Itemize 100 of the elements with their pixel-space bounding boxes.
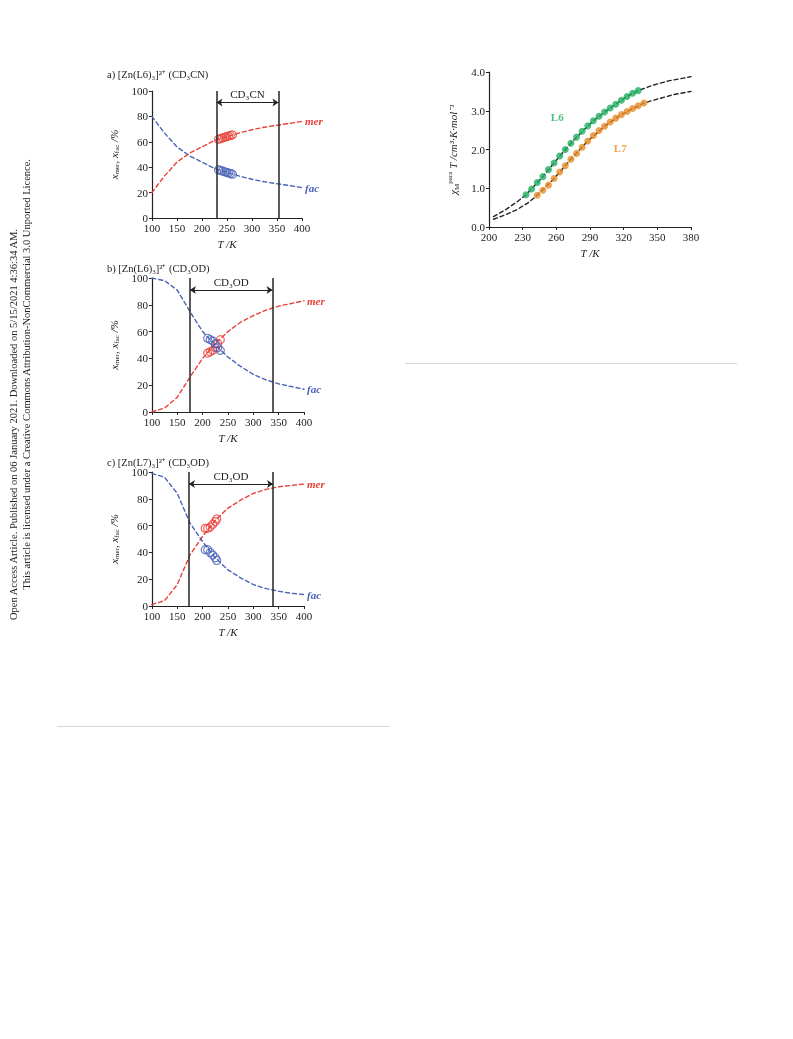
- y-tick-label: 100: [131, 85, 149, 97]
- x-tick-label: 200: [480, 230, 498, 243]
- text: This article is licensed under a Creative Commons Attribution-NonCommercial 3.0 Unported Licence.: [21, 159, 32, 590]
- point: [595, 112, 603, 120]
- series-label: L7: [613, 141, 628, 154]
- y-tick-label: 0: [142, 212, 149, 224]
- series-label: L6: [550, 111, 565, 124]
- point: [612, 100, 620, 108]
- y-tick-label: 80: [136, 110, 149, 123]
- y-tick-label: 0.0: [471, 221, 486, 233]
- y-tick-label: 0: [142, 600, 149, 612]
- point: [556, 152, 564, 160]
- x-tick-label: 350: [270, 609, 288, 622]
- y-tick-label: 60: [136, 135, 149, 148]
- point: [578, 127, 586, 135]
- point: [584, 137, 592, 145]
- y-tick-label: 60: [136, 519, 149, 532]
- point: [561, 162, 569, 170]
- point: [573, 133, 581, 141]
- point: [606, 104, 614, 112]
- point: [567, 155, 575, 163]
- x-tick-label: 290: [581, 230, 599, 243]
- series-label: fac: [307, 383, 322, 396]
- point: [601, 108, 609, 116]
- y-tick-label: 20: [136, 379, 149, 392]
- point: [606, 118, 614, 126]
- point: [629, 104, 637, 112]
- x-tick-label: 250: [219, 609, 237, 622]
- x-tick-label: 350: [268, 221, 286, 234]
- x-tick-label: 150: [168, 221, 186, 234]
- point: [589, 132, 597, 140]
- point: [522, 191, 530, 199]
- x-axis-title: T /K: [218, 431, 239, 444]
- y-tick-label: 60: [136, 325, 149, 338]
- y-tick-label: 4.0: [471, 66, 486, 78]
- point: [215, 335, 225, 345]
- series-label: mer: [305, 115, 324, 128]
- x-tick-label: 300: [245, 415, 263, 428]
- x-tick-label: 400: [295, 415, 313, 428]
- point: [533, 191, 541, 199]
- point: [623, 92, 631, 100]
- y-tick-label: 40: [136, 352, 149, 365]
- annotation: CD₃OD: [213, 275, 249, 288]
- x-tick-label: 400: [293, 221, 311, 234]
- point: [556, 168, 564, 176]
- point: [539, 186, 547, 194]
- y-tick-label: 40: [136, 546, 149, 559]
- text: Open Access Article. Published on 06 January 2021. Downloaded on 5/15/2021 4:36:34 AM.: [8, 228, 19, 620]
- point: [629, 89, 637, 97]
- point: [584, 122, 592, 130]
- point: [589, 117, 597, 125]
- x-tick-label: 320: [615, 230, 633, 243]
- point: [634, 87, 642, 95]
- x-tick-label: 300: [245, 609, 263, 622]
- x-tick-label: 230: [514, 230, 532, 243]
- point: [612, 114, 620, 122]
- x-tick-label: 150: [169, 415, 186, 428]
- point: [617, 111, 625, 119]
- point: [544, 166, 552, 174]
- x-tick-label: 380: [682, 230, 700, 243]
- point: [578, 143, 586, 151]
- point: [539, 173, 547, 181]
- x-tick-label: 300: [243, 221, 261, 234]
- point: [528, 185, 536, 193]
- chart-title: b) [Zn(L6)₃]²⁺ (CD₃OD): [107, 263, 211, 275]
- x-tick-label: 250: [219, 415, 237, 428]
- y-tick-label: 0: [142, 406, 149, 418]
- x-tick-label: 400: [295, 609, 313, 622]
- y-tick-label: 80: [136, 298, 149, 311]
- point: [595, 127, 603, 135]
- x-axis-title: T /K: [580, 246, 601, 259]
- series-label: fac: [305, 181, 320, 194]
- point: [533, 178, 541, 186]
- point: [617, 96, 625, 104]
- chart-title: c) [Zn(L7)₃]²⁺ (CD₃OD): [107, 457, 210, 469]
- x-tick-label: 200: [194, 415, 212, 428]
- point: [623, 108, 631, 116]
- x-tick-label: 250: [218, 221, 236, 234]
- x-tick-label: 200: [194, 609, 212, 622]
- point: [544, 181, 552, 189]
- y-tick-label: 3.0: [471, 104, 486, 117]
- annotation: CD₃CN: [230, 87, 265, 100]
- point: [601, 122, 609, 130]
- line-series: [151, 472, 305, 596]
- y-tick-label: 40: [136, 161, 149, 174]
- x-axis-title: T /K: [217, 237, 238, 250]
- point: [634, 102, 642, 110]
- x-tick-label: 260: [548, 230, 566, 243]
- point: [573, 149, 581, 157]
- x-tick-label: 350: [649, 230, 667, 243]
- series-label: mer: [307, 294, 326, 307]
- point: [567, 139, 575, 147]
- x-axis-title: T /K: [218, 625, 239, 638]
- x-tick-label: 200: [193, 221, 211, 234]
- x-tick-label: 350: [270, 415, 288, 428]
- series-label: mer: [307, 478, 326, 491]
- y-tick-label: 80: [136, 492, 149, 505]
- chart-title: a) [Zn(L6)₃]²⁺ (CD₃CN): [107, 69, 209, 81]
- annotation: CD₃OD: [213, 469, 249, 482]
- point: [550, 175, 558, 183]
